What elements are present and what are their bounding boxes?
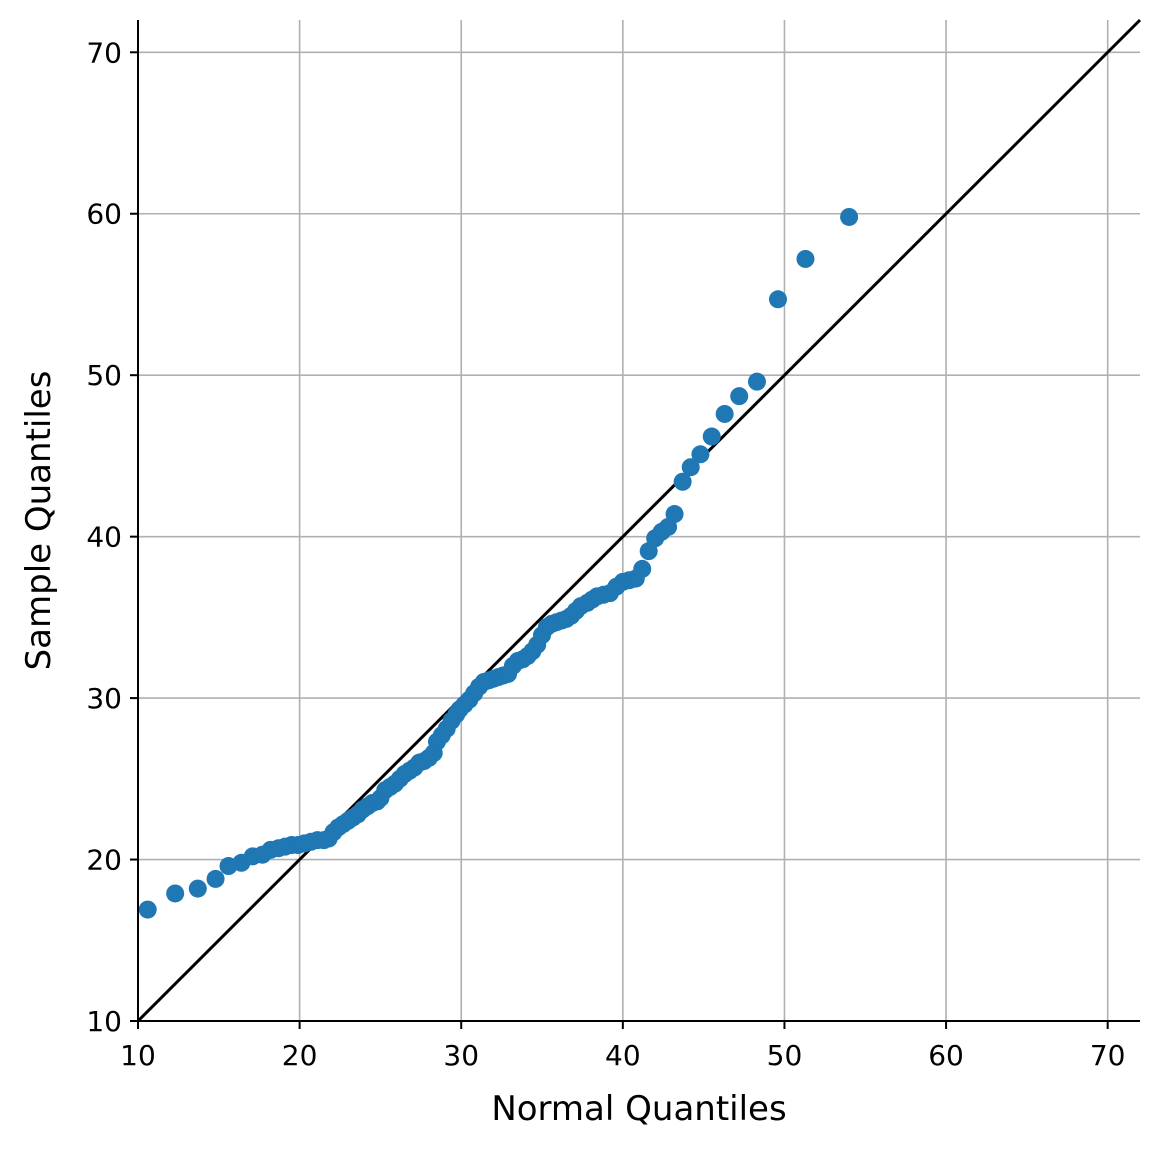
y-tick-label: 30 xyxy=(86,682,122,715)
data-point xyxy=(673,472,692,491)
x-tick-label: 10 xyxy=(120,1039,156,1072)
data-point xyxy=(681,458,700,477)
scatter-points xyxy=(138,207,859,919)
x-axis-title: Normal Quantiles xyxy=(491,1089,786,1129)
data-point xyxy=(702,427,721,446)
y-tick-label: 50 xyxy=(86,359,122,392)
y-tick-label: 70 xyxy=(86,36,122,69)
data-point xyxy=(138,900,157,919)
x-tick-label: 50 xyxy=(767,1039,803,1072)
x-tick-label: 60 xyxy=(928,1039,964,1072)
data-point xyxy=(691,445,710,464)
data-point xyxy=(665,505,684,524)
data-point xyxy=(768,290,787,309)
grid xyxy=(137,20,1140,1022)
y-tick-label: 40 xyxy=(86,521,122,554)
y-axis-title: Sample Quantiles xyxy=(19,371,59,671)
x-tick-label: 20 xyxy=(282,1039,318,1072)
data-point xyxy=(715,404,734,423)
y-tick-label: 20 xyxy=(86,844,122,877)
data-point xyxy=(166,884,185,903)
data-point xyxy=(796,249,815,268)
axis-ticks: 10 20 30 40 50 60 70 10 20 30 40 50 60 70 xyxy=(86,36,1125,1072)
y-tick-label: 10 xyxy=(86,1005,122,1038)
data-point xyxy=(747,372,766,391)
reference-line xyxy=(136,18,1142,1023)
data-point xyxy=(633,559,652,578)
data-point xyxy=(206,869,225,888)
x-tick-label: 30 xyxy=(443,1039,479,1072)
x-tick-label: 40 xyxy=(605,1039,641,1072)
x-tick-label: 70 xyxy=(1090,1039,1126,1072)
y-tick-label: 60 xyxy=(86,198,122,231)
data-point xyxy=(840,207,859,226)
data-point xyxy=(730,387,749,406)
data-point xyxy=(188,879,207,898)
